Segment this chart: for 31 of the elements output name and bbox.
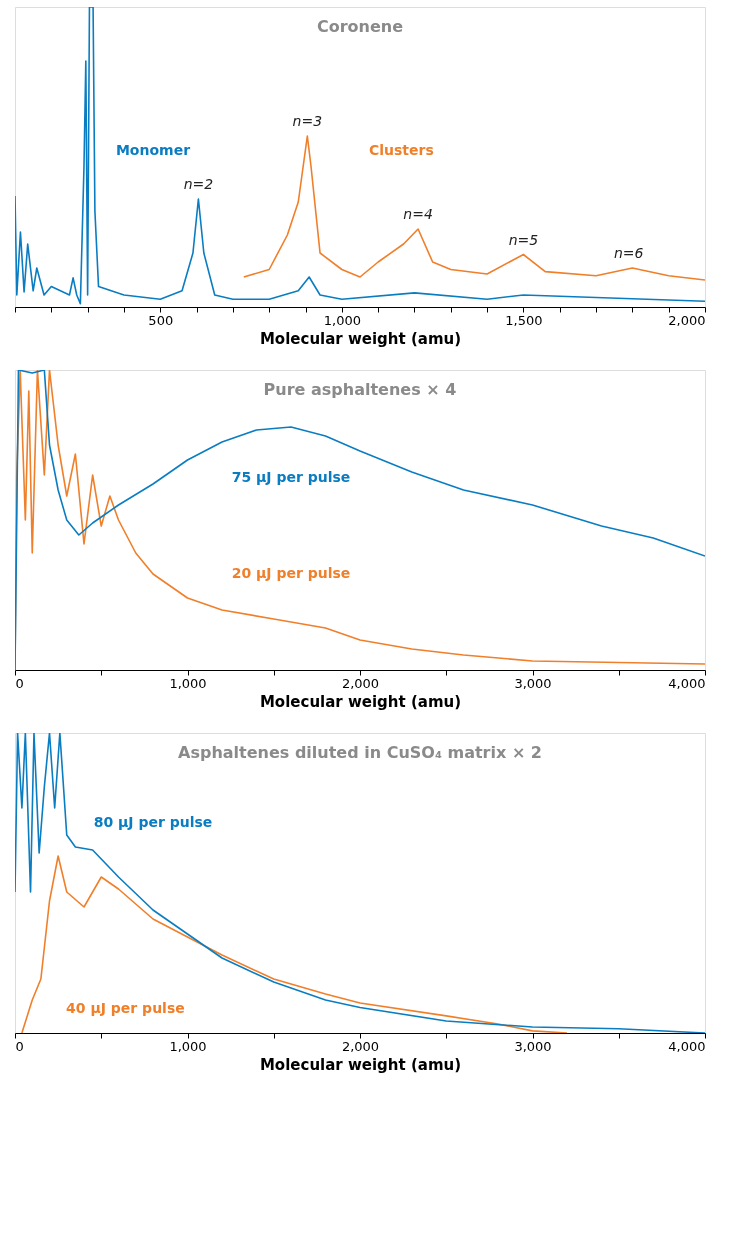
x-tick-label: 3,000 xyxy=(514,675,552,691)
x-tick-label: 1,000 xyxy=(323,312,361,328)
annotation: n=4 xyxy=(403,206,433,222)
text: Clusters xyxy=(368,142,434,158)
text: 40 µJ per pulse xyxy=(66,1000,185,1016)
series-label: 75 µJ per pulse xyxy=(231,469,351,485)
x-axis-title: Molecular weight (amu) xyxy=(259,329,462,348)
x-tick-label: 4,000 xyxy=(668,675,706,691)
text: Coronene xyxy=(316,17,404,36)
text: 20 µJ per pulse xyxy=(231,565,351,581)
x-tick-label: 1,000 xyxy=(169,675,207,691)
annotation: n=3 xyxy=(292,113,323,129)
x-tick-label: 3,000 xyxy=(514,1038,552,1054)
x-tick-label: 2,000 xyxy=(341,675,380,691)
series-label: 80 µJ per pulse xyxy=(93,814,213,830)
annotation: n=5 xyxy=(508,231,539,248)
x-axis-title: Molecular weight (amu) xyxy=(259,692,462,711)
x-tick-label: 1,000 xyxy=(169,1038,207,1054)
text: Asphaltenes diluted in CuSO₄ matrix × 2 xyxy=(178,743,542,762)
x-axis-title: Molecular weight (amu) xyxy=(259,1055,462,1074)
x-tick-label: 2,000 xyxy=(341,1038,380,1054)
x-tick-label: 2,000 xyxy=(668,312,706,328)
x-tick-label: 0 xyxy=(15,675,24,691)
annotation: n=2 xyxy=(183,176,214,192)
x-tick-label: 4,000 xyxy=(668,1038,706,1054)
text: Pure asphaltenes × 4 xyxy=(263,380,457,399)
x-tick-label: 1,500 xyxy=(505,312,543,328)
series-label: Monomer xyxy=(115,142,191,158)
x-tick-label: 0 xyxy=(15,1038,24,1054)
annotation: n=6 xyxy=(613,245,644,261)
x-tick-label: 500 xyxy=(148,312,174,328)
